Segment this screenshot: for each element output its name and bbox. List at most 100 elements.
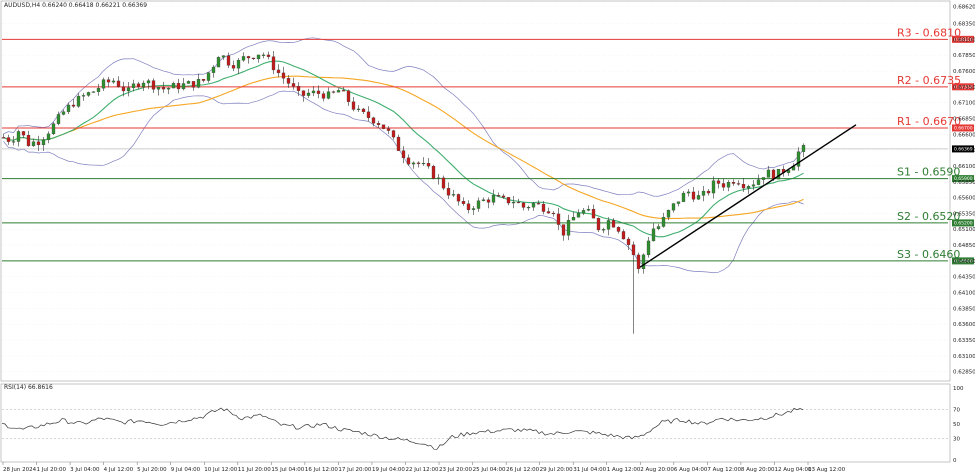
candle [136,81,141,89]
candle [226,52,231,68]
candle [171,81,176,89]
price-tick-label: 0.65850 [953,180,975,186]
time-tick-label: 31 Jul 04:00 [573,467,606,473]
candle-body [561,224,566,236]
candle [6,134,11,145]
candle [271,51,276,75]
candle [731,179,736,186]
price-tick-label: 0.66100 [953,164,975,170]
candle-body [311,90,316,94]
candle-body [451,194,456,196]
level-tag-s1: 0.65900 [954,176,973,182]
candle [266,51,271,60]
candle-body [371,117,376,124]
candle [531,201,536,211]
candle-body [226,55,231,66]
candle-body [16,131,21,142]
candle [691,186,696,203]
candle-body [131,83,136,88]
candle-body [646,240,651,256]
candle-body [591,208,596,219]
candle-body [496,195,501,197]
candle-body [411,162,416,165]
candle-body [271,56,276,71]
current-price-label: 0.66369 [954,147,973,153]
price-tick-label: 0.67600 [953,69,975,75]
price-tick-label: 0.67850 [953,53,975,59]
candle [411,161,416,169]
candle [86,91,91,97]
candle [256,54,261,63]
candle [431,164,436,180]
time-tick-label: 9 Jul 04:00 [171,467,201,473]
candle-body [431,165,436,179]
candle [16,129,21,147]
candle-body [381,124,386,129]
candle-body [216,57,221,68]
candle-body [716,180,721,184]
candle-body [386,128,391,131]
candle-body [141,82,146,87]
candle-body [421,163,426,165]
candle-body [491,195,496,203]
candle [506,196,511,206]
candle [131,79,136,92]
candle [666,209,671,221]
candle-body [76,95,81,107]
candle-body [51,123,56,135]
candle [391,129,396,140]
support-resistance-levels: R3 - 0.68100.68100 R2 - 0.67350.67350 R1 -… [2,26,974,264]
candle [306,88,311,99]
candle [436,174,441,185]
time-tick-label: 26 Jul 12:00 [506,467,539,473]
candle [646,237,651,258]
candles [1,51,806,334]
candle-body [611,220,616,228]
candle-body [176,83,181,90]
time-tick-label: 10 Jul 12:00 [204,467,237,473]
candle [591,204,596,219]
candle [341,87,346,92]
candle-body [6,137,11,142]
candle [91,91,96,93]
candle-body [441,177,446,189]
candle-body [406,157,411,165]
price-tick-label: 0.64850 [953,243,975,249]
candle-body [341,90,346,92]
candle-body [506,197,511,204]
price-tick-label: 0.63600 [953,322,975,328]
candle-body [261,54,266,56]
candle-body [221,55,226,58]
candle [291,77,296,90]
candle [66,102,71,114]
price-tick-label: 0.66600 [953,132,975,138]
candle [586,205,591,212]
slow-moving-average [3,75,804,220]
candle-body [126,87,131,92]
candle [221,55,226,60]
candle [281,66,286,84]
candle [611,218,616,228]
candle-body [731,182,736,184]
price-tick-label: 0.67350 [953,85,975,91]
candle [336,88,341,93]
time-tick-label: 6 Aug 04:00 [674,467,708,473]
time-tick-label: 11 Jul 20:00 [238,467,271,473]
candle-body [511,201,516,204]
moving-averages [3,60,804,238]
candle-body [146,80,151,84]
candle-body [396,136,401,151]
candle-body [171,83,176,89]
candle [31,138,36,147]
candle-body [601,229,606,231]
candle-body [656,226,661,229]
candle-body [801,145,806,152]
price-tick-label: 0.68350 [953,22,975,28]
candle [251,57,256,61]
candle [301,90,306,102]
time-tick-label: 19 Jul 04:00 [372,467,405,473]
candle-body [276,69,281,74]
candle-body [726,182,731,188]
candle [616,226,621,234]
